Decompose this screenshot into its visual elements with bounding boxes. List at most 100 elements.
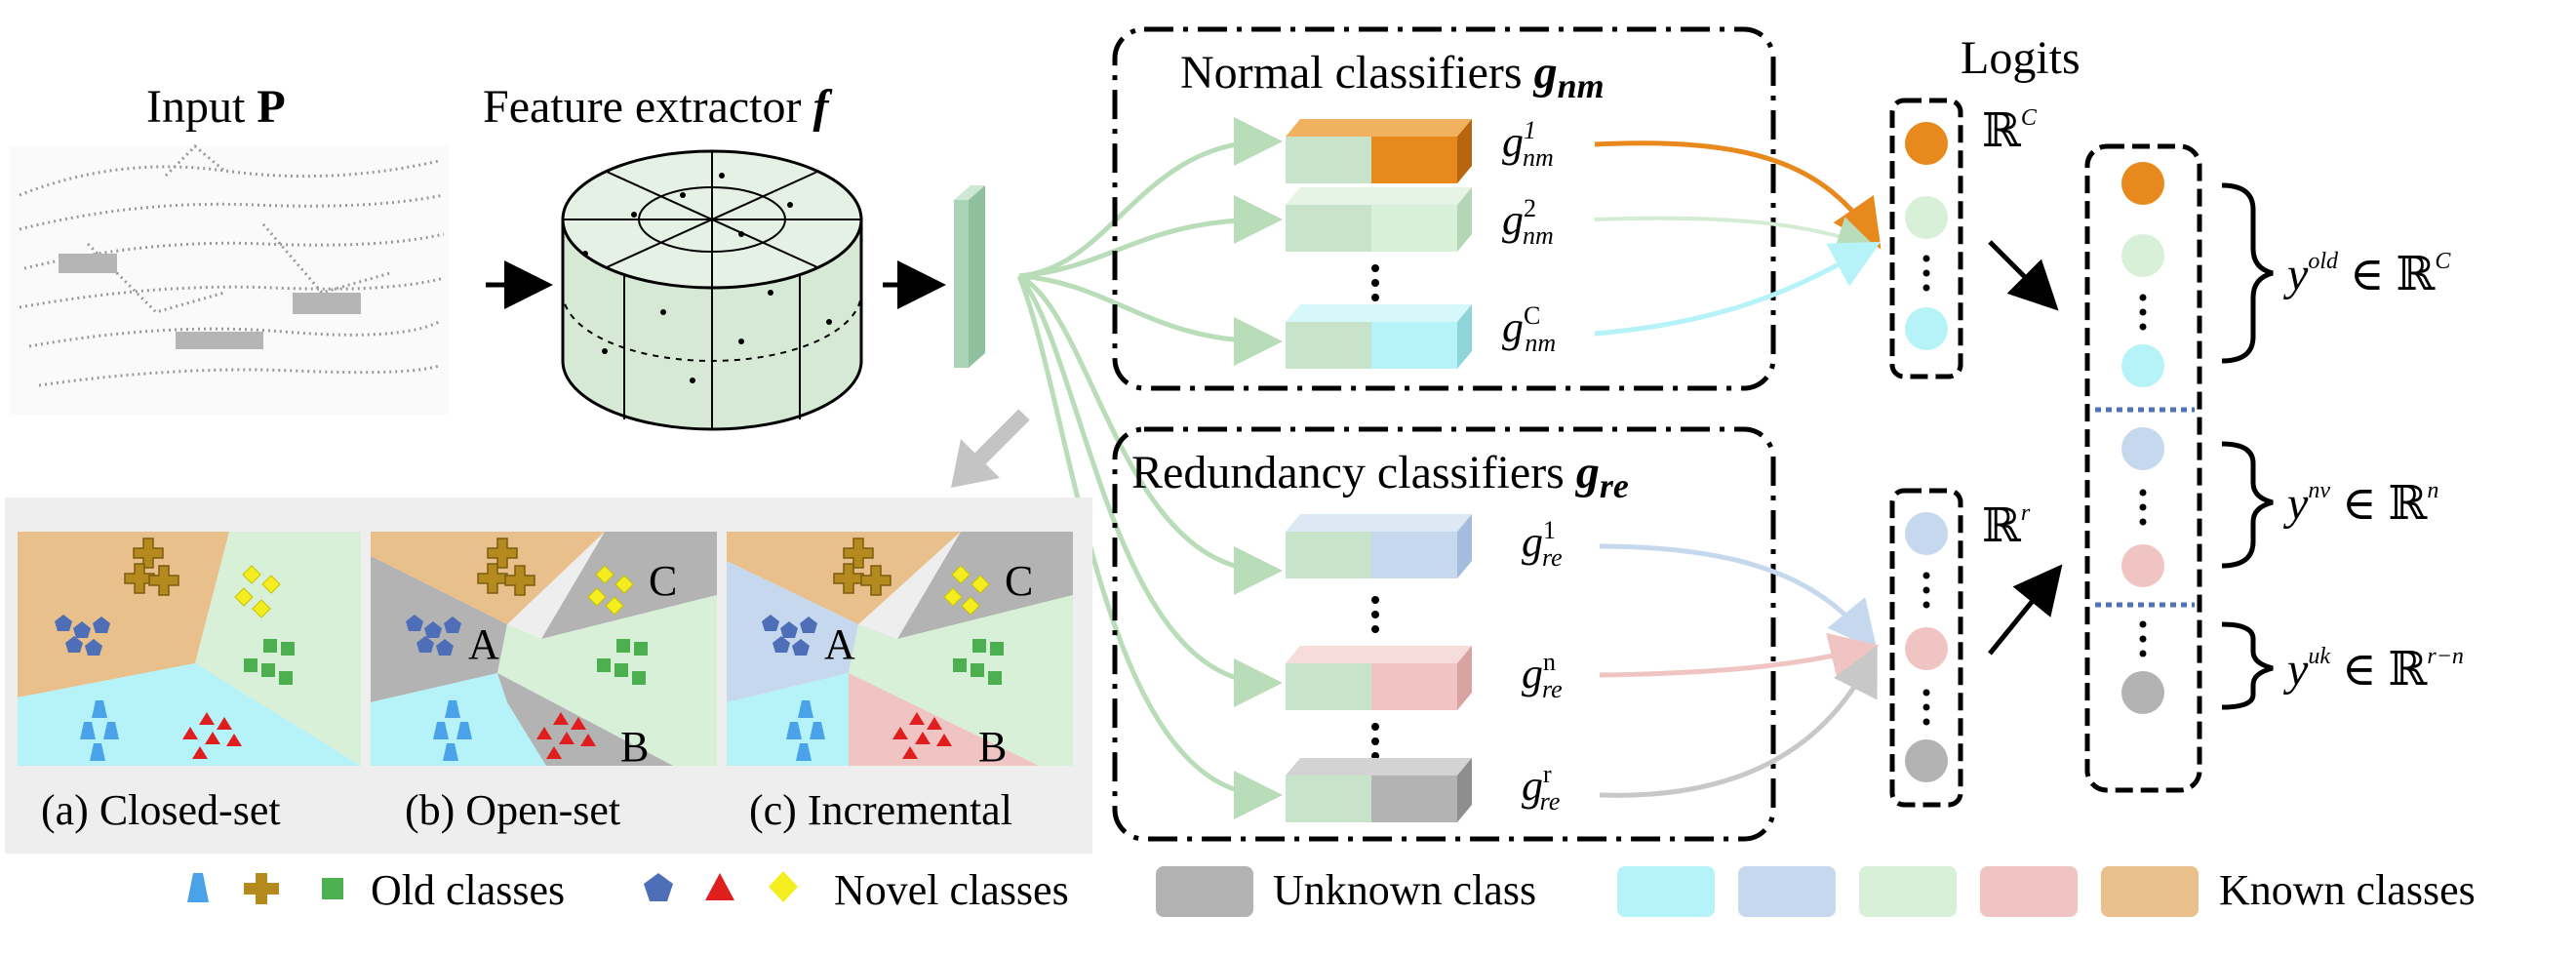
- arrow-concat-redundancy: [1988, 564, 2063, 656]
- classifier-head-nm-C: [1286, 304, 1472, 369]
- concat-logits-box: [2084, 143, 2202, 793]
- normal-classifiers-title: Normal classifiers gnm: [1180, 47, 1605, 105]
- head-label-nm-1: g1 nm: [1502, 116, 1554, 172]
- region-label-c-A: A: [824, 620, 855, 668]
- head-label-re-1: g1 re: [1522, 516, 1563, 572]
- concat-logit-2: [2121, 234, 2164, 277]
- region-label-b-B: B: [620, 723, 649, 771]
- extractor-label: Feature extractor f: [483, 81, 832, 133]
- normal-classifiers-box: [1112, 26, 1776, 391]
- legend-swatch-blue: [1738, 866, 1836, 917]
- classifier-dots-nm: [1371, 264, 1379, 301]
- caption-closed-set: (a) Closed-set: [41, 786, 281, 834]
- brace-unknown: [2221, 621, 2274, 710]
- logit-nm-C: [1905, 307, 1948, 350]
- legend-novel-classes: Novel classes: [834, 866, 1069, 914]
- legend-swatch-pink: [1980, 866, 2078, 917]
- legend: Old classes Novel classes Unknown class …: [187, 866, 2476, 917]
- classifier-head-nm-1: [1286, 119, 1472, 183]
- legend-unknown-class: Unknown class: [1273, 866, 1536, 914]
- redundancy-classifiers-box: [1112, 426, 1776, 842]
- logit-dots-re-2: [1922, 689, 1930, 726]
- arrow-concat-normal: [1988, 240, 2059, 311]
- feature-fan-arrows: [1016, 117, 1283, 819]
- arrow-nm-C: [1594, 241, 1882, 337]
- logits-redundancy-box: [1889, 488, 1963, 808]
- caption-incremental: (c) Incremental: [749, 786, 1012, 834]
- cross-icon: [244, 873, 279, 904]
- logit-re-1: [1905, 512, 1948, 555]
- pentagon-icon: [644, 873, 673, 901]
- space-redundancy-label: ℝr: [1982, 500, 2031, 552]
- legend-swatch-green: [1859, 866, 1957, 917]
- arrow-nm-1: [1594, 140, 1882, 250]
- concat-logit-1: [2121, 162, 2164, 205]
- head-label-nm-C: gC nm: [1502, 301, 1556, 357]
- legend-swatch-tan: [2101, 866, 2199, 917]
- caption-open-set: (b) Open-set: [405, 786, 620, 834]
- logit-dots-re-1: [1922, 572, 1930, 609]
- region-label-c-B: B: [978, 723, 1007, 771]
- classifier-head-re-n: [1286, 646, 1472, 710]
- diamond-icon: [769, 871, 798, 902]
- triangle-icon: [705, 873, 734, 900]
- cylinder-voxel-icon: [561, 149, 863, 431]
- logits-title: Logits: [1961, 32, 2081, 84]
- output-old: yold ∈ ℝC: [2282, 249, 2451, 300]
- redundancy-classifiers-title: Redundancy classifiers gre: [1131, 447, 1629, 505]
- concat-logit-re-r: [2121, 671, 2164, 714]
- classifier-head-nm-2: [1286, 187, 1472, 252]
- panel-closed-set: [18, 532, 361, 766]
- legend-unknown-swatch: [1156, 866, 1253, 917]
- concat-dots-1: [2139, 294, 2147, 331]
- logits-normal-box: [1889, 98, 1963, 379]
- region-label-b-C: C: [649, 557, 677, 605]
- head-label-re-n: gn re: [1522, 648, 1563, 703]
- input-label: Input P: [146, 81, 286, 133]
- arrow-re-r: [1599, 645, 1878, 798]
- head-label-re-r: gr re: [1522, 760, 1560, 816]
- gray-down-arrow: [951, 409, 1030, 488]
- square-icon: [322, 878, 343, 899]
- arrow-re-n: [1599, 632, 1880, 681]
- logit-dots-nm: [1922, 255, 1930, 292]
- feature-vector: [954, 185, 985, 368]
- classifier-dots-re-2: [1371, 723, 1379, 760]
- classifier-head-re-1: [1286, 514, 1472, 578]
- logit-re-r: [1905, 739, 1948, 782]
- legend-swatch-cyan: [1617, 866, 1715, 917]
- scan-pointcloud-icon: [10, 143, 449, 415]
- output-unknown: yuk ∈ ℝr−n: [2282, 644, 2464, 696]
- concat-dots-2: [2139, 489, 2147, 526]
- logit-nm-1: [1905, 122, 1948, 165]
- brace-old: [2221, 182, 2274, 364]
- concat-logit-C: [2121, 344, 2164, 387]
- logit-re-n: [1905, 627, 1948, 670]
- panel-open-set: [371, 532, 717, 766]
- classifier-dots-re-1: [1371, 596, 1379, 633]
- concat-dots-3: [2139, 620, 2147, 657]
- cone-icon: [187, 873, 209, 902]
- concat-logit-re-1: [2121, 427, 2164, 470]
- logit-nm-2: [1905, 196, 1948, 239]
- legend-known-classes: Known classes: [2219, 866, 2476, 914]
- output-novel: ynv ∈ ℝn: [2282, 478, 2438, 530]
- legend-old-classes: Old classes: [371, 866, 565, 914]
- panel-markers: [55, 537, 1004, 761]
- arrow-re-1: [1599, 543, 1878, 651]
- space-normal-label: ℝC: [1982, 105, 2038, 157]
- arrow-nm-2: [1594, 216, 1877, 255]
- region-label-c-C: C: [1005, 557, 1033, 605]
- concat-logit-re-n: [2121, 544, 2164, 587]
- brace-novel: [2221, 441, 2274, 569]
- classifier-head-re-r: [1286, 758, 1472, 822]
- head-label-nm-2: g2 nm: [1502, 194, 1554, 250]
- region-label-b-A: A: [468, 620, 499, 668]
